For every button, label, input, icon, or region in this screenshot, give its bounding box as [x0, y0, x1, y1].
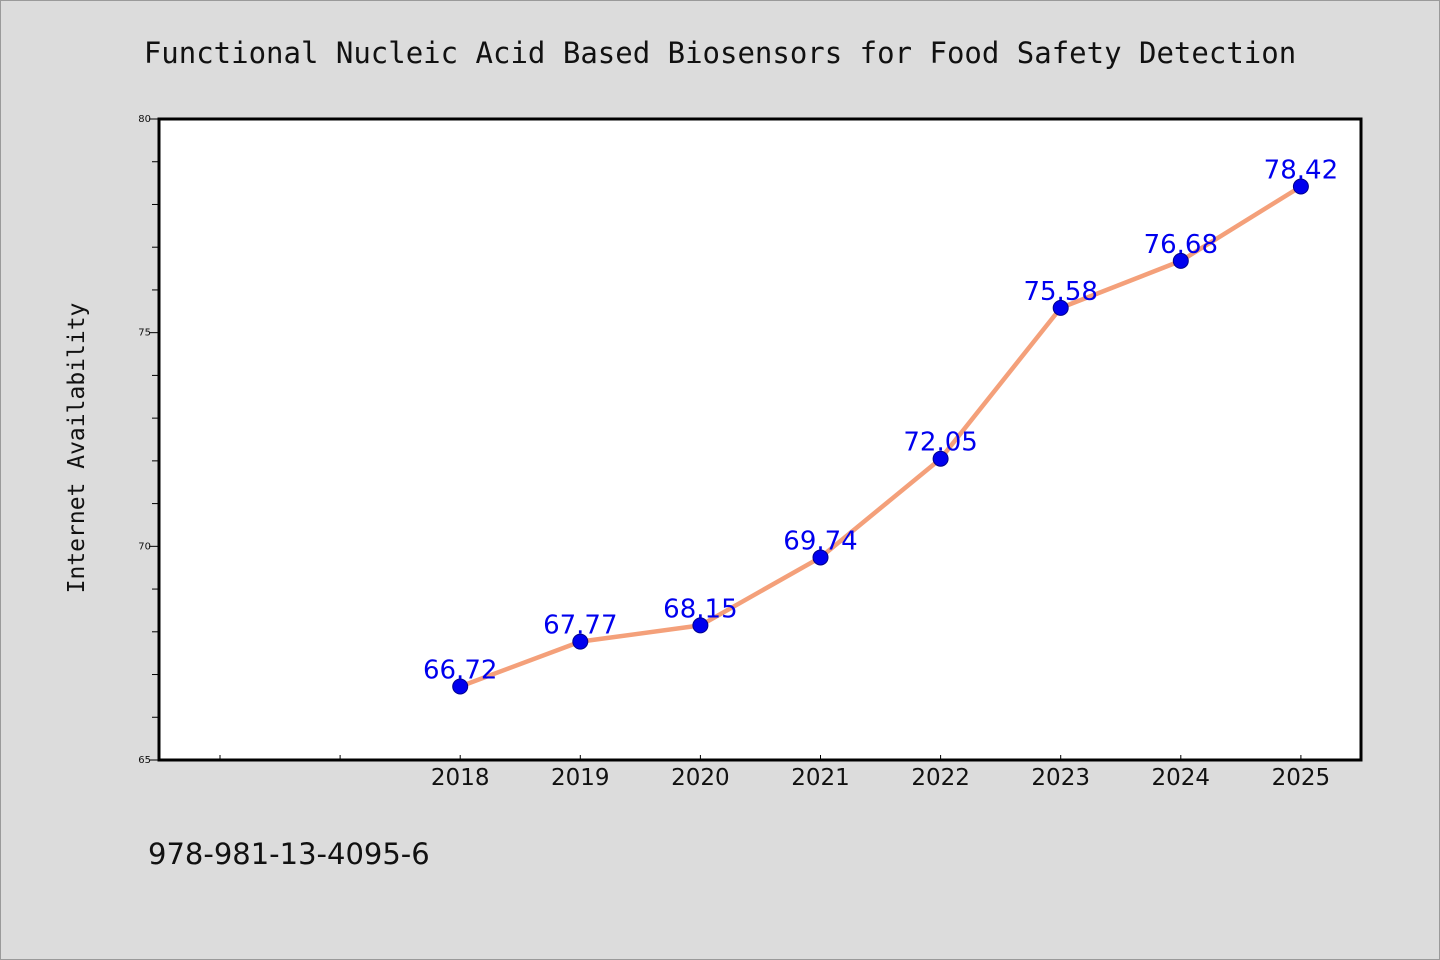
y-axis-ticks: 65 70 75 80: [138, 114, 159, 766]
data-label: 78.42: [1264, 156, 1338, 186]
x-tick-label: 2018: [431, 765, 490, 791]
series-line: [457, 184, 1304, 689]
data-label: 75.58: [1023, 277, 1097, 307]
data-point: [932, 450, 949, 467]
isbn-text: 978-981-13-4095-6: [148, 837, 430, 871]
data-point: [1172, 252, 1189, 269]
series-line-group: [457, 184, 1304, 689]
data-label: 66.72: [423, 655, 497, 685]
y-tick-label: 75: [138, 328, 151, 339]
x-tick-label: 2021: [791, 765, 850, 791]
data-label: 72.05: [903, 428, 977, 458]
data-markers: [452, 178, 1309, 695]
chart-title: Functional Nucleic Acid Based Biosensors…: [144, 36, 1296, 70]
y-tick-label: 65: [138, 755, 151, 766]
data-label: 76.68: [1144, 230, 1218, 260]
y-tick-label: 70: [138, 541, 151, 552]
data-point: [692, 617, 709, 634]
x-tick-label: 2023: [1031, 765, 1090, 791]
data-point: [1292, 178, 1309, 195]
plot-area: [157, 117, 1363, 762]
data-labels: 66.72 67.77 68.15 69.74 72.05 75.58 76.68 78.42: [423, 156, 1338, 686]
x-tick-label: 2020: [671, 765, 730, 791]
x-axis-ticks: 2018 2019 2020 2021 2022 2023 2024 2025: [219, 755, 1331, 791]
y-tick-label: 80: [138, 114, 151, 125]
data-label: 69.74: [783, 526, 857, 556]
data-point: [1052, 299, 1069, 316]
data-point: [812, 549, 829, 566]
y-axis-label: Internet Availability: [64, 303, 90, 594]
x-tick-label: 2025: [1272, 765, 1331, 791]
data-label: 68.15: [663, 594, 737, 624]
x-tick-label: 2022: [911, 765, 970, 791]
data-point: [572, 633, 589, 650]
data-label: 67.77: [543, 611, 617, 641]
data-point: [452, 678, 469, 695]
x-tick-label: 2019: [551, 765, 610, 791]
x-tick-label: 2024: [1152, 765, 1211, 791]
y-minor-ticks: [152, 161, 159, 718]
